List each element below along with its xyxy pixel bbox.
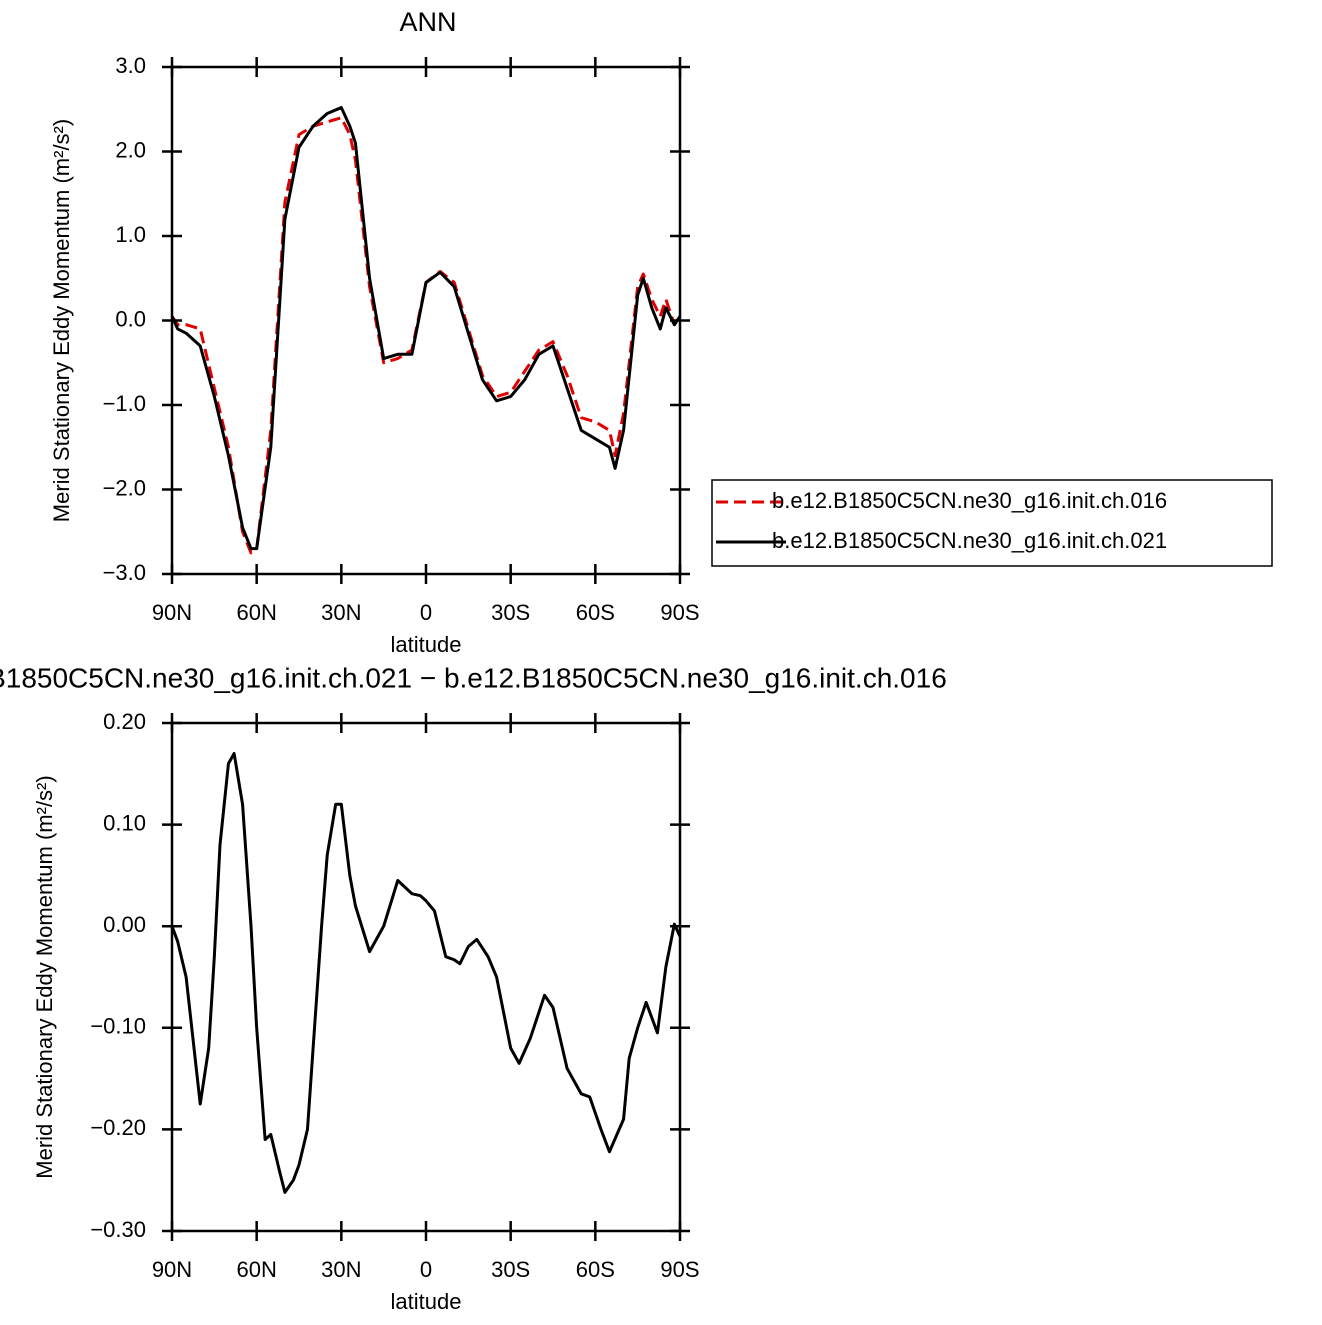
x-tick-label: 30N (321, 600, 361, 625)
y-tick-label: 0.00 (103, 912, 146, 937)
chart-title: ANN (399, 7, 456, 37)
y-tick-label: 0.20 (103, 709, 146, 734)
x-tick-label: 60S (576, 600, 615, 625)
y-tick-label: 0.0 (115, 306, 146, 331)
y-tick-label: 2.0 (115, 137, 146, 162)
y-tick-label: 0.10 (103, 810, 146, 835)
y-tick-label: −3.0 (103, 560, 146, 585)
x-axis-label: latitude (391, 1289, 462, 1314)
x-tick-label: 90N (152, 600, 192, 625)
x-tick-label: 60S (576, 1257, 615, 1282)
x-tick-label: 0 (420, 600, 432, 625)
x-tick-label: 60N (236, 600, 276, 625)
series-line (172, 106, 680, 551)
x-tick-label: 30S (491, 600, 530, 625)
y-tick-label: −1.0 (103, 391, 146, 416)
y-tick-label: 1.0 (115, 222, 146, 247)
y-tick-label: −2.0 (103, 475, 146, 500)
legend-label: b.e12.B1850C5CN.ne30_g16.init.ch.016 (772, 488, 1167, 513)
series-line (172, 116, 680, 555)
y-tick-label: −0.20 (90, 1115, 146, 1140)
plot-frame (170, 65, 682, 576)
y-axis-label: Merid Stationary Eddy Momentum (m²/s²) (32, 775, 57, 1178)
plot-area (172, 751, 680, 1194)
y-tick-label: 3.0 (115, 53, 146, 78)
legend-label: b.e12.B1850C5CN.ne30_g16.init.ch.021 (772, 528, 1167, 553)
x-tick-label: 90S (660, 600, 699, 625)
x-tick-label: 30S (491, 1257, 530, 1282)
legend-box (711, 479, 1273, 567)
x-tick-label: 90N (152, 1257, 192, 1282)
plot-area (172, 106, 680, 555)
y-axis-label: Merid Stationary Eddy Momentum (m²/s²) (49, 119, 74, 522)
x-tick-label: 30N (321, 1257, 361, 1282)
chart-title: b.e12.B1850C5CN.ne30_g16.init.ch.021 − b… (0, 662, 947, 693)
series-line (172, 751, 680, 1194)
x-tick-label: 0 (420, 1257, 432, 1282)
y-tick-label: −0.30 (90, 1217, 146, 1242)
plot-frame (170, 721, 682, 1233)
x-tick-label: 60N (236, 1257, 276, 1282)
y-tick-label: −0.10 (90, 1014, 146, 1039)
x-axis-label: latitude (391, 632, 462, 657)
x-tick-label: 90S (660, 1257, 699, 1282)
